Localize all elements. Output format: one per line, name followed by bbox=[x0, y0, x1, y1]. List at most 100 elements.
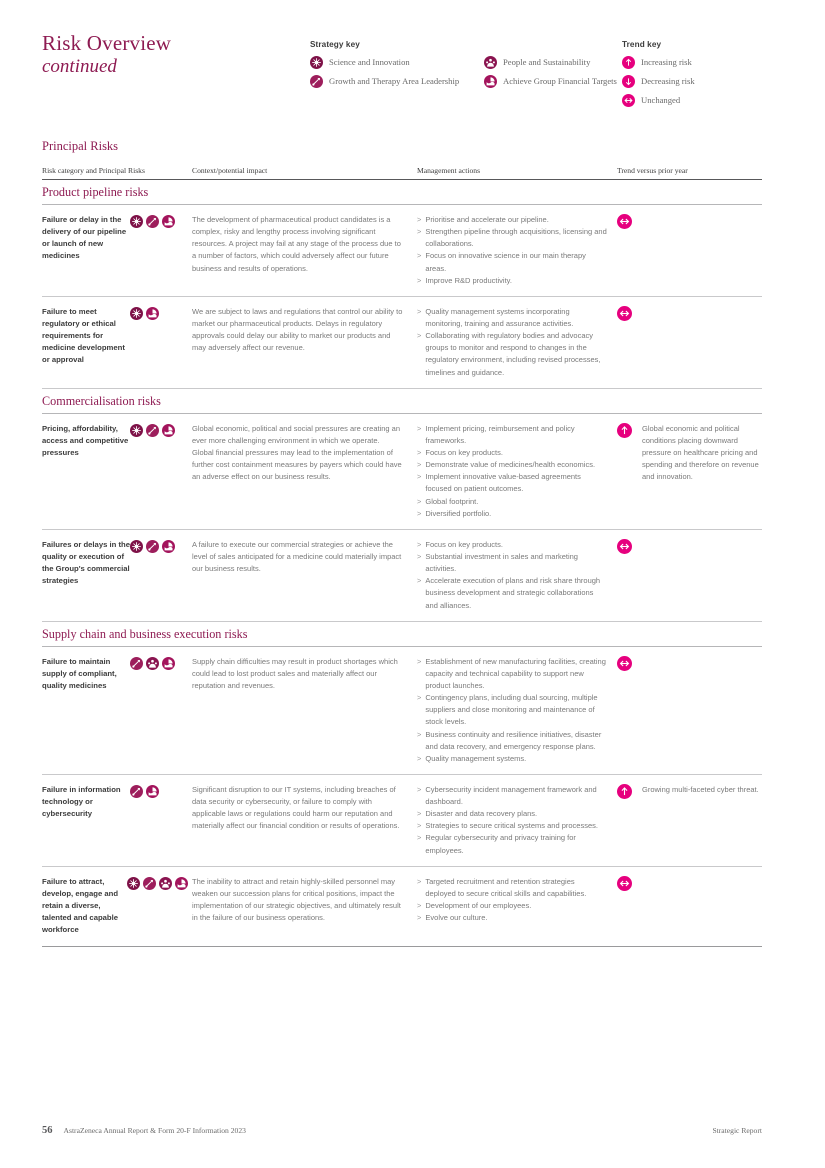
chevron-right-icon: > bbox=[417, 496, 422, 506]
column-header-trend: Trend versus prior year bbox=[617, 166, 688, 175]
chevron-right-icon: > bbox=[417, 913, 422, 923]
risk-title: Failure to maintain supply of compliant,… bbox=[42, 656, 117, 690]
trend-key-item-label: Unchanged bbox=[641, 95, 681, 105]
arrow-left-right-icon bbox=[617, 214, 632, 229]
management-action-text: Strengthen pipeline through acquisitions… bbox=[425, 227, 607, 249]
chevron-right-icon: > bbox=[417, 576, 422, 586]
management-action-item: > Regular cybersecurity and privacy train… bbox=[417, 832, 607, 856]
management-actions-cell: > Targeted recruitment and retention stra… bbox=[417, 876, 617, 925]
management-action-item: > Development of our employees. bbox=[417, 900, 607, 912]
people-and-sustainability-icon bbox=[146, 656, 159, 670]
arrow-up-icon bbox=[622, 56, 635, 69]
management-action-item: > Substantial investment in sales and mar… bbox=[417, 551, 607, 575]
management-action-item: > Focus on key products. bbox=[417, 539, 607, 551]
table-row: Pricing, affordability, access and compe… bbox=[42, 414, 762, 530]
trend-cell: Growing multi-faceted cyber threat. bbox=[617, 783, 762, 799]
trend-key: Trend key Increasing risk Decreasing ris… bbox=[622, 40, 792, 113]
context-cell: Significant disruption to our IT systems… bbox=[192, 784, 400, 831]
risk-title: Failure to meet regulatory or ethical re… bbox=[42, 306, 125, 365]
people-and-sustainability-icon bbox=[159, 876, 172, 890]
principal-risks-table: Risk category and Principal Risks Contex… bbox=[42, 166, 762, 947]
management-action-item: > Disaster and data recovery plans. bbox=[417, 808, 607, 820]
risk-cell: Failure to meet regulatory or ethical re… bbox=[42, 306, 192, 367]
page-footer: 56 AstraZeneca Annual Report & Form 20-F… bbox=[42, 1125, 762, 1136]
risk-group-heading: Commercialisation risks bbox=[42, 389, 762, 414]
chevron-right-icon: > bbox=[417, 508, 422, 518]
achieve-group-financial-targets-icon bbox=[484, 75, 497, 88]
trend-cell bbox=[617, 214, 762, 229]
chevron-right-icon: > bbox=[417, 447, 422, 457]
strategy-key-item: Science and Innovation bbox=[310, 56, 460, 69]
trend-cell bbox=[617, 538, 762, 554]
page-header: Risk Overview continued Strategy key Sci… bbox=[42, 31, 782, 112]
footer-right-text: Strategic Report bbox=[712, 1126, 762, 1135]
management-action-text: Focus on key products. bbox=[425, 447, 503, 457]
management-action-text: Quality management systems incorporating… bbox=[425, 306, 574, 328]
management-action-item: > Evolve our culture. bbox=[417, 912, 607, 924]
management-action-item: > Collaborating with regulatory bodies an… bbox=[417, 330, 607, 379]
management-action-item: > Targeted recruitment and retention stra… bbox=[417, 876, 607, 900]
table-body: Product pipeline risks Failure or delay i… bbox=[42, 180, 762, 947]
risk-title: Pricing, affordability, access and compe… bbox=[42, 423, 129, 457]
management-action-item: > Demonstrate value of medicines/health e… bbox=[417, 459, 607, 471]
science-and-innovation-icon bbox=[130, 539, 143, 553]
table-header-row: Risk category and Principal Risks Contex… bbox=[42, 166, 762, 180]
risk-cell: Failure to attract, develop, engage and … bbox=[42, 876, 192, 937]
chevron-right-icon: > bbox=[417, 753, 422, 763]
management-action-text: Substantial investment in sales and mark… bbox=[425, 551, 578, 574]
chevron-right-icon: > bbox=[417, 901, 422, 911]
management-actions-cell: > Establishment of new manufacturing faci… bbox=[417, 656, 617, 765]
strategy-icon-row bbox=[130, 539, 175, 553]
growth-and-therapy-area-leadership-icon bbox=[146, 539, 159, 553]
management-action-item: > Business continuity and resilience init… bbox=[417, 729, 607, 753]
strategy-key-item: Growth and Therapy Area Leadership bbox=[310, 75, 460, 88]
strategy-key-item-label: People and Sustainability bbox=[503, 57, 591, 67]
management-actions-cell: > Focus on key products. > Substantial inve… bbox=[417, 539, 617, 612]
risk-cell: Failure in information technology or cyb… bbox=[42, 784, 192, 820]
management-action-text: Implement innovative value-based agreeme… bbox=[425, 472, 581, 494]
achieve-group-financial-targets-icon bbox=[162, 215, 175, 228]
footer-left-text: AstraZeneca Annual Report & Form 20-F In… bbox=[63, 1126, 246, 1135]
management-action-text: Accelerate execution of plans and risk s… bbox=[425, 576, 601, 610]
management-actions-cell: > Cybersecurity incident management frame… bbox=[417, 784, 617, 857]
trend-description: Global economic and political conditions… bbox=[642, 423, 759, 482]
science-and-innovation-icon bbox=[130, 306, 143, 320]
management-action-item: > Implement innovative value-based agreem… bbox=[417, 471, 607, 495]
growth-and-therapy-area-leadership-icon bbox=[143, 876, 156, 890]
achieve-group-financial-targets-icon bbox=[162, 539, 175, 553]
trend-description: Growing multi-faceted cyber threat. bbox=[642, 784, 759, 794]
arrow-left-right-icon bbox=[617, 655, 632, 671]
growth-and-therapy-area-leadership-icon bbox=[146, 423, 159, 437]
chevron-right-icon: > bbox=[417, 784, 422, 794]
context-cell: Supply chain difficulties may result in … bbox=[192, 656, 398, 690]
chevron-right-icon: > bbox=[417, 833, 422, 843]
management-action-item: > Improve R&D productivity. bbox=[417, 275, 607, 287]
page-title: Risk Overview bbox=[42, 31, 172, 55]
strategy-icon-row bbox=[130, 656, 175, 670]
trend-cell: Global economic and political conditions… bbox=[617, 422, 762, 484]
growth-and-therapy-area-leadership-icon bbox=[130, 656, 143, 670]
strategy-key: Strategy key Science and Innovation Grow… bbox=[310, 40, 640, 94]
arrow-left-right-icon bbox=[617, 305, 632, 321]
context-cell: Global economic, political and social pr… bbox=[192, 423, 402, 482]
context-cell: The inability to attract and retain high… bbox=[192, 876, 401, 923]
people-and-sustainability-icon bbox=[484, 56, 497, 69]
management-action-text: Evolve our culture. bbox=[425, 913, 488, 923]
trend-cell bbox=[617, 655, 762, 671]
trend-cell bbox=[617, 875, 762, 891]
strategy-key-item: People and Sustainability bbox=[484, 56, 634, 69]
risk-title: Failure or delay in the delivery of our … bbox=[42, 215, 127, 261]
strategy-key-item-label: Achieve Group Financial Targets bbox=[503, 76, 617, 86]
chevron-right-icon: > bbox=[417, 876, 422, 886]
management-action-text: Establishment of new manufacturing facil… bbox=[425, 656, 606, 690]
chevron-right-icon: > bbox=[417, 539, 422, 549]
table-row: Failures or delays in the quality or exe… bbox=[42, 530, 762, 622]
growth-and-therapy-area-leadership-icon bbox=[310, 75, 323, 88]
management-action-item: > Strategies to secure critical systems a… bbox=[417, 820, 607, 832]
management-action-text: Targeted recruitment and retention strat… bbox=[425, 876, 587, 898]
arrow-up-icon bbox=[617, 783, 632, 799]
risk-cell: Pricing, affordability, access and compe… bbox=[42, 423, 192, 459]
trend-key-item: Unchanged bbox=[622, 94, 792, 107]
table-row: Failure or delay in the delivery of our … bbox=[42, 205, 762, 297]
